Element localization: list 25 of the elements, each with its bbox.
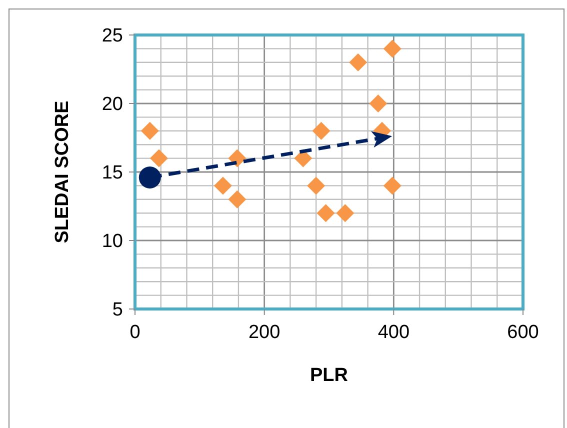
point: [383, 176, 402, 195]
y-tick-label: 5: [112, 300, 123, 321]
y-tick-label: 10: [102, 231, 123, 252]
point: [307, 176, 326, 195]
point: [312, 122, 330, 140]
point: [138, 166, 161, 188]
point: [228, 149, 246, 168]
point: [369, 94, 388, 112]
x-tick-label: 0: [130, 322, 140, 343]
x-tick-label: 200: [248, 322, 280, 343]
point: [214, 176, 232, 195]
point: [336, 204, 354, 222]
point: [383, 40, 402, 58]
point: [150, 149, 168, 168]
x-axis-title: PLR: [310, 365, 348, 386]
point: [316, 204, 335, 222]
point: [140, 122, 159, 140]
y-tick-label: 25: [102, 26, 123, 47]
y-tick-label: 20: [102, 94, 123, 116]
y-tick-label: 15: [102, 162, 123, 184]
point: [228, 190, 246, 208]
x-tick-label: 400: [378, 322, 410, 343]
point: [349, 53, 368, 72]
y-axis-title: SLEDAI SCORE: [52, 100, 73, 244]
x-tick-label: 600: [507, 322, 539, 343]
